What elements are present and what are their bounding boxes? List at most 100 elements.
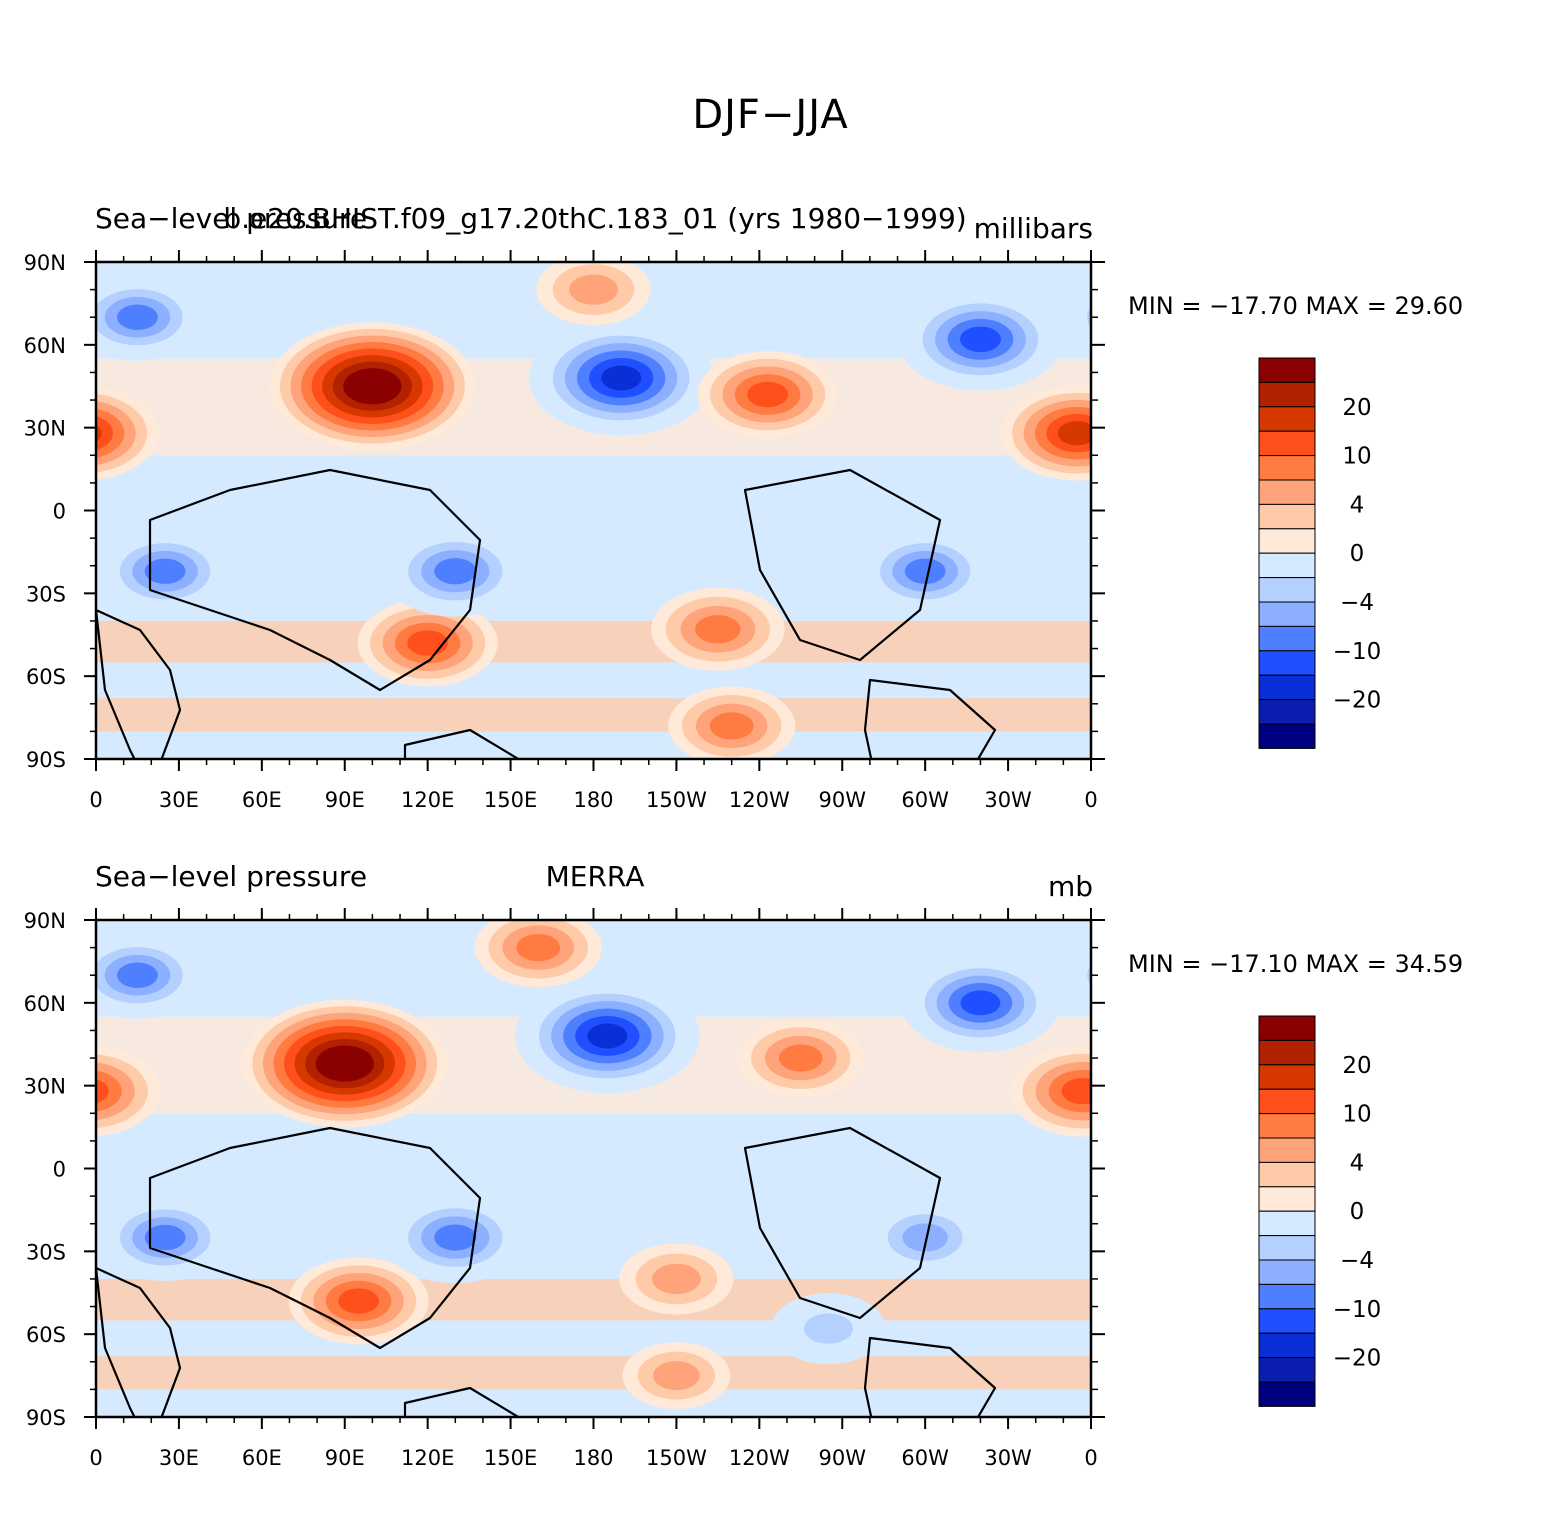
contour-wrap	[96, 1070, 122, 1112]
contour-australia-low	[434, 1224, 477, 1251]
contour-indian-ocean-subtropical-high	[407, 630, 449, 656]
y-tick-label: 30S	[26, 1240, 66, 1264]
coastline	[743, 468, 942, 662]
y-tick-label: 0	[53, 500, 66, 524]
colorbar-box	[1258, 1357, 1316, 1383]
y-tick-label: 0	[53, 1158, 66, 1182]
colorbar-box	[1258, 455, 1316, 481]
colorbar-box	[1258, 381, 1316, 408]
contour-siberian-high	[326, 1052, 364, 1076]
coastline	[403, 728, 521, 759]
colorbar-box	[1258, 1235, 1316, 1261]
coastline	[96, 608, 182, 759]
x-tick-label: 60W	[901, 788, 949, 812]
contour-south-pacific-subtropical-high	[652, 1263, 701, 1295]
coastline	[863, 678, 997, 759]
colorbar-box	[1258, 1039, 1316, 1066]
colorbar-label: −10	[1333, 1297, 1382, 1323]
colorbar-box	[1258, 625, 1316, 652]
x-tick-label: 30W	[984, 788, 1032, 812]
colorbar-label: 0	[1350, 1199, 1365, 1225]
panel-model: 0 30E 60E 90E 120E 150E 180 150W 120W 90W 60W 30W 0 9…	[0, 190, 1541, 850]
x-tick-label: 150W	[646, 1446, 707, 1470]
panel-units-label: millibars	[973, 212, 1093, 245]
colorbar-box	[1258, 430, 1316, 457]
figure-title: DJF−JJA	[692, 92, 849, 138]
y-tick-label: 60N	[24, 334, 66, 358]
y-tick-label: 90N	[24, 251, 66, 275]
colorbar-label: 20	[1342, 1053, 1371, 1079]
colorbar-label: −4	[1340, 590, 1374, 616]
x-tick-label: 90W	[819, 788, 867, 812]
y-tick-label: 60S	[26, 1323, 66, 1347]
x-tick-label: 30E	[159, 1446, 199, 1470]
colorbar-box	[1258, 601, 1316, 627]
x-tick-label: 180	[573, 788, 613, 812]
contour-north-africa-high	[1057, 421, 1091, 446]
contour-north-africa-high	[1061, 1078, 1091, 1105]
contour-south-america-low	[902, 1223, 948, 1252]
colorbar-box	[1258, 528, 1316, 554]
x-tick-label: 60E	[242, 1446, 282, 1470]
coastline	[403, 1386, 521, 1417]
contour-antarctic-coast-high	[653, 1361, 700, 1391]
contour-antarctic-coast-high	[709, 712, 754, 740]
colorbar-box	[1258, 1259, 1316, 1285]
colorbar-box	[1258, 503, 1316, 530]
y-tick-label: 30N	[24, 1075, 66, 1099]
coastline	[743, 1126, 942, 1320]
pressure-band	[96, 1356, 1091, 1390]
x-tick-label: 30W	[984, 1446, 1032, 1470]
contour-south-pacific-low	[804, 1313, 853, 1344]
x-tick-label: 120W	[729, 1446, 790, 1470]
colorbar-label: 20	[1342, 395, 1371, 421]
x-tick-label: 0	[89, 1446, 102, 1470]
x-tick-label: 90W	[819, 1446, 867, 1470]
contour-north-american-high	[778, 1044, 823, 1072]
contour-indian-ocean-subtropical-high	[338, 1288, 379, 1314]
y-tick-label: 60N	[24, 992, 66, 1016]
panel-center-title: b.e20.BHIST.f09_g17.20thC.183_01 (yrs 19…	[223, 202, 967, 235]
y-tick-label: 30S	[26, 582, 66, 606]
y-tick-label: 90N	[24, 909, 66, 933]
y-tick-label: 30N	[24, 417, 66, 441]
colorbar-box	[1258, 650, 1316, 676]
colorbar-box	[1258, 1186, 1316, 1212]
contour-aleutian-low	[587, 1023, 628, 1049]
contour-south-pacific-subtropical-high	[695, 615, 741, 644]
x-tick-label: 0	[1084, 1446, 1097, 1470]
x-tick-label: 120E	[401, 1446, 454, 1470]
contour-australia-low	[434, 558, 477, 585]
y-tick-label: 90S	[26, 1406, 66, 1430]
min-max-label: MIN = −17.10 MAX = 34.59	[1128, 950, 1464, 978]
colorbar-box	[1258, 1332, 1316, 1359]
x-tick-label: 150E	[484, 788, 537, 812]
contour-arctic-ocean-high	[516, 933, 561, 962]
colorbar-box	[1258, 577, 1316, 603]
pressure-band	[96, 698, 1091, 732]
contour-wrap	[96, 1079, 109, 1104]
colorbar-box	[1258, 723, 1316, 749]
colorbar-label: −4	[1340, 1248, 1374, 1274]
pressure-field	[96, 920, 1091, 1417]
colorbar-box	[1258, 674, 1316, 701]
contour-arctic-europe-low	[117, 304, 158, 330]
colorbar-label: 10	[1342, 1102, 1371, 1128]
coastline	[148, 1126, 482, 1350]
colorbar-label: −20	[1333, 688, 1382, 714]
colorbar-box	[1258, 1137, 1316, 1163]
x-tick-label: 60E	[242, 788, 282, 812]
min-max-label: MIN = −17.70 MAX = 29.60	[1128, 292, 1464, 320]
contour-arctic-europe-low	[117, 962, 158, 988]
x-tick-label: 60W	[901, 1446, 949, 1470]
colorbar-box	[1258, 1064, 1316, 1090]
contour-arctic-ocean-high	[569, 274, 618, 305]
coastline	[863, 1336, 997, 1417]
colorbar-label: 10	[1342, 444, 1371, 470]
y-tick-label: 90S	[26, 748, 66, 772]
colorbar-box	[1258, 699, 1316, 725]
contour-wrap	[1074, 292, 1091, 343]
contour-north-american-high	[747, 381, 789, 408]
contour-wrap	[96, 416, 113, 451]
panel-left-title: Sea−level pressure	[95, 860, 368, 893]
